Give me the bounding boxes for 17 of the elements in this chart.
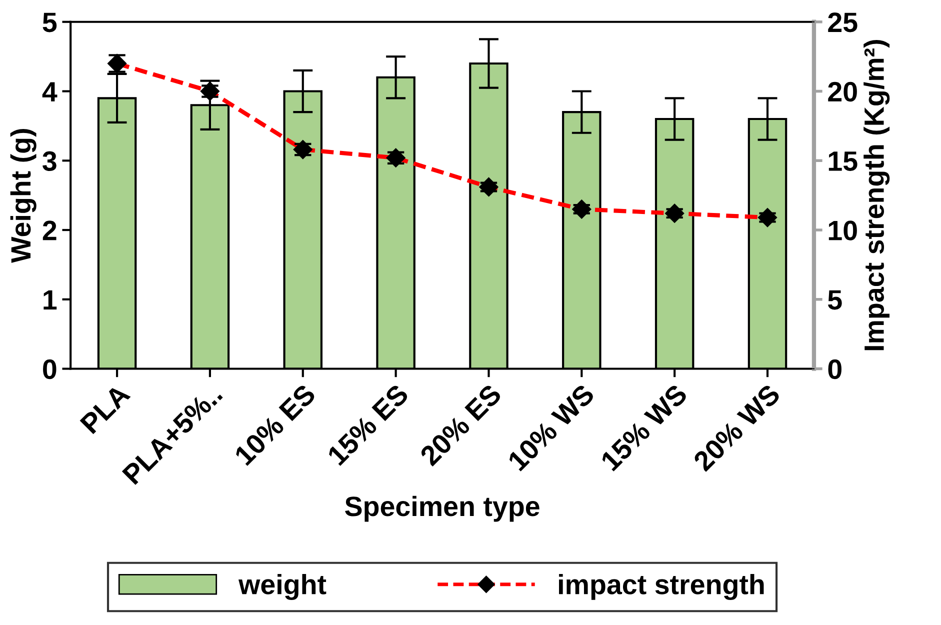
y-axis-title: Weight (g) bbox=[10, 129, 36, 263]
legend-label: impact strength bbox=[559, 574, 764, 600]
y2-tick-label: 25 bbox=[828, 12, 858, 32]
y2-tick-label: 10 bbox=[828, 220, 857, 240]
y-tick-label: 5 bbox=[42, 12, 57, 32]
x-axis-title: Specimen type bbox=[345, 496, 540, 522]
y2-tick-label: 0 bbox=[828, 359, 842, 380]
y2-tick-label: 15 bbox=[828, 152, 858, 171]
y-tick-label: 0 bbox=[43, 359, 56, 380]
y2-axis-title: Impact strength (Kg/m²) bbox=[864, 40, 890, 350]
legend-label: weight bbox=[238, 574, 326, 600]
y2-tick-label: 5 bbox=[828, 290, 842, 310]
y-tick-label: 1 bbox=[44, 290, 57, 310]
y-tick-label: 3 bbox=[42, 151, 56, 172]
y-tick-label: 4 bbox=[42, 82, 58, 102]
y-tick-label: 2 bbox=[42, 220, 56, 240]
y2-tick-label: 20 bbox=[828, 82, 857, 102]
